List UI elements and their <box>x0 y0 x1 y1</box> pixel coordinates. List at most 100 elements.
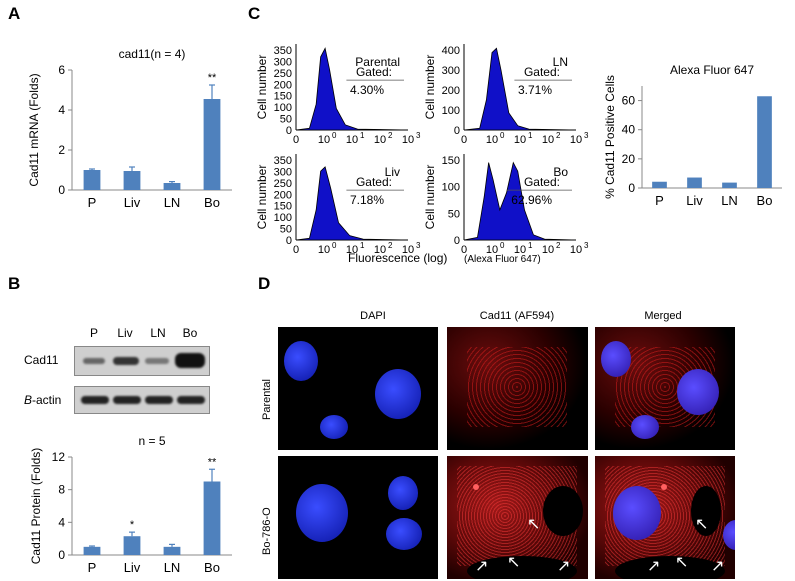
bar <box>83 546 101 555</box>
chart-title: cad11(n = 4) <box>119 47 186 61</box>
mic-col-dapi: DAPI <box>360 310 386 322</box>
gated-label: Gated: <box>524 65 560 79</box>
hist-x-tick-label: 10 <box>542 244 554 256</box>
bar <box>757 96 772 188</box>
x-tick-label: LN <box>164 195 181 210</box>
gated-label: Gated: <box>524 175 560 189</box>
hist-y-tick-label: 150 <box>442 155 460 167</box>
hist-y-tick-label: 50 <box>448 208 460 220</box>
mic-row-bo: Bo-786-O <box>261 507 273 555</box>
hist-title: Bo <box>553 165 568 179</box>
bar <box>163 546 181 555</box>
histogram-curve <box>463 161 577 241</box>
hist-x-tick-exponent: 0 <box>500 131 505 140</box>
arrow-icon: ↖ <box>527 516 541 533</box>
hist-x-tick-exponent: 1 <box>528 131 533 140</box>
y-tick-label: 0 <box>58 183 65 197</box>
y-tick-label: 60 <box>622 94 636 108</box>
hist-x-tick-label: 10 <box>570 244 582 256</box>
hist-title: Parental <box>355 55 400 69</box>
hist-x-tick-label: 10 <box>514 134 526 146</box>
mic-col-cad11: Cad11 (AF594) <box>479 310 555 322</box>
hist-y-tick-label: 200 <box>274 189 292 201</box>
hist-x-tick-exponent: 3 <box>416 131 421 140</box>
hist-y-tick-label: 400 <box>442 45 460 57</box>
hist-y-tick-label: 250 <box>274 68 292 80</box>
hist-x-tick-label: 10 <box>486 134 498 146</box>
bar <box>203 481 221 555</box>
y-tick-label: 2 <box>58 143 65 157</box>
y-tick-label: 20 <box>622 152 636 166</box>
hist-x-tick-label: 10 <box>570 134 582 146</box>
chart-title: n = 5 <box>138 434 165 448</box>
x-tick-label: Bo <box>757 193 773 208</box>
y-axis-label: % Cad11 Positive Cells <box>603 75 617 199</box>
hist-y-tick-label: 250 <box>274 178 292 190</box>
hist-x-tick-label: 0 <box>461 244 467 256</box>
histogram-curve <box>295 166 409 241</box>
x-tick-label: P <box>88 195 97 210</box>
x-tick-label: P <box>88 560 97 575</box>
mic-col-merged: Merged <box>644 310 682 322</box>
hist-x-tick-exponent: 2 <box>556 131 561 140</box>
hist-y-tick-label: 300 <box>274 56 292 68</box>
hist-x-tick-label: 10 <box>402 244 414 256</box>
x-tick-label: P <box>655 193 664 208</box>
hist-x-tick-label: 0 <box>461 134 467 146</box>
hist-y-tick-label: 350 <box>274 45 292 57</box>
y-tick-label: 0 <box>58 548 65 562</box>
hist-x-tick-exponent: 1 <box>528 241 533 250</box>
actin-prefix: B <box>24 393 33 407</box>
significance-label: ** <box>208 72 217 84</box>
panel-a-bar-chart: cad11(n = 4) 0 2 4 6 P Liv LN ** Bo Cad11 mRNA (Fo… <box>27 47 232 210</box>
hist-y-tick-label: 0 <box>454 235 460 247</box>
y-tick-label: 6 <box>58 63 65 77</box>
bar <box>123 171 141 190</box>
chart-title: Alexa Fluor 647 <box>670 63 754 77</box>
bar <box>123 536 141 555</box>
y-tick-label: 4 <box>58 103 65 117</box>
hist-x-tick-exponent: 2 <box>388 131 393 140</box>
panel-b-bar-chart: n = 5 0 4 8 12 P * Liv LN ** Bo Cad11 Protein (Fold… <box>29 434 232 575</box>
hist-y-tick-label: 100 <box>274 102 292 114</box>
hist-y-axis-label: Cell number <box>255 165 269 230</box>
hist-title: Liv <box>385 165 400 179</box>
hist-x-tick-label: 10 <box>374 244 386 256</box>
bar <box>83 170 101 190</box>
mic-bo-merged: ↖ ↗ ↖ ↗ <box>595 456 735 579</box>
arrow-icon: ↗ <box>647 558 661 575</box>
blot-lane-bo: Bo <box>182 326 198 340</box>
panel-c-bar-chart: Alexa Fluor 647 0 20 40 60 P Liv LN Bo % Cad11 Po… <box>603 63 782 208</box>
blot-lane-liv: Liv <box>117 326 133 340</box>
bar <box>652 181 667 188</box>
gated-label: Gated: <box>356 175 392 189</box>
blot-row-actin: B-actin <box>24 393 61 407</box>
hist-x-tick-exponent: 0 <box>500 241 505 250</box>
gated-value: 7.18% <box>350 193 384 207</box>
significance-label: ** <box>208 456 217 468</box>
panel-letter-b: B <box>8 274 21 293</box>
hist-y-tick-label: 0 <box>286 125 292 137</box>
hist-x-tick-exponent: 1 <box>360 131 365 140</box>
hist-x-tick-label: 0 <box>293 244 299 256</box>
bar <box>687 177 702 188</box>
hist-x-tick-label: 10 <box>318 134 330 146</box>
mic-parental-merged <box>595 327 735 450</box>
hist-x-tick-label: 10 <box>542 134 554 146</box>
arrow-icon: ↖ <box>675 554 689 571</box>
hist-x-tick-exponent: 3 <box>584 241 589 250</box>
significance-label: * <box>130 519 135 531</box>
hist-y-tick-label: 300 <box>442 65 460 77</box>
hist-y-axis-label: Cell number <box>423 165 437 230</box>
gated-value: 4.30% <box>350 83 384 97</box>
hist-x-tick-exponent: 0 <box>332 241 337 250</box>
hist-x-tick-label: 10 <box>318 244 330 256</box>
y-tick-label: 8 <box>58 483 65 497</box>
x-tick-label: Bo <box>204 560 220 575</box>
histogram-curve <box>295 47 409 131</box>
blot-lane-p: P <box>89 326 98 340</box>
hist-y-tick-label: 350 <box>274 155 292 167</box>
hist-y-axis-label: Cell number <box>423 55 437 120</box>
y-axis-label: Cad11 Protein (Folds) <box>29 448 43 565</box>
